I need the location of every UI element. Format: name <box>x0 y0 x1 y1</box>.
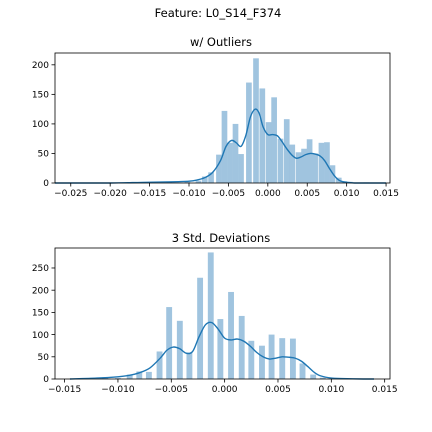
x-tick-label: 0.005 <box>265 385 291 395</box>
histogram-bar <box>238 315 245 379</box>
histogram-bar <box>310 374 317 379</box>
x-tick-label: −0.015 <box>48 385 81 395</box>
histogram-bar <box>289 338 296 379</box>
histogram-bar <box>207 252 214 379</box>
x-tick-label: −0.025 <box>54 189 87 199</box>
y-tick-label: 100 <box>32 331 49 341</box>
y-tick-label: 200 <box>32 286 49 296</box>
y-tick-label: 150 <box>32 91 49 101</box>
histogram-bar <box>232 123 239 183</box>
histogram-bar <box>301 148 307 183</box>
x-tick-label: −0.010 <box>172 189 206 199</box>
x-tick-label: −0.015 <box>133 189 166 199</box>
y-tick-label: 250 <box>32 264 49 274</box>
histogram-bar <box>186 352 193 379</box>
histogram-bar <box>271 97 277 183</box>
histogram-bar <box>289 144 296 183</box>
x-tick-label: 0.000 <box>212 385 238 395</box>
histogram-bar <box>176 320 183 379</box>
y-tick-label: 150 <box>32 309 49 319</box>
axes-frame <box>54 247 391 380</box>
histogram-bars <box>138 58 370 183</box>
figure-suptitle: Feature: L0_S14_F374 <box>155 6 282 20</box>
histogram-bar <box>184 181 191 183</box>
histogram-bar <box>227 142 233 183</box>
chart-panel-outliers: w/ Outliers −0.025 −0.020 −0.015 −0.010 −0.0… <box>32 35 399 199</box>
histogram-bar <box>115 378 121 379</box>
histogram-bar <box>319 377 326 379</box>
histogram-bar <box>238 154 244 183</box>
histogram-bar <box>306 139 313 183</box>
y-axis: 0 50 100 150 200 <box>32 61 55 189</box>
kde-line <box>69 321 374 380</box>
histogram-bar <box>217 319 224 379</box>
histogram-bar <box>126 374 133 379</box>
histogram-bar <box>318 142 325 183</box>
histogram-bars <box>89 252 348 379</box>
histogram-bar <box>166 307 173 379</box>
histogram-bar <box>324 142 330 183</box>
chart-title: w/ Outliers <box>190 35 252 49</box>
histogram-bar <box>145 371 152 379</box>
x-tick-label: −0.020 <box>94 189 128 199</box>
histogram-bar <box>197 277 204 379</box>
y-tick-label: 100 <box>32 120 49 130</box>
x-axis: −0.025 −0.020 −0.015 −0.010 −0.005 0.000 0.005… <box>54 183 399 199</box>
x-tick-label: −0.010 <box>101 385 135 395</box>
histogram-bar <box>299 363 306 379</box>
x-tick-label: 0.010 <box>334 189 360 199</box>
y-tick-label: 0 <box>43 179 49 189</box>
histogram-bar <box>279 338 286 379</box>
histogram-bar <box>216 154 222 183</box>
x-tick-label: 0.005 <box>294 189 320 199</box>
histogram-bar <box>265 122 272 183</box>
histogram-bar <box>277 138 284 183</box>
x-tick-label: −0.005 <box>212 189 245 199</box>
histogram-bar <box>248 340 255 379</box>
histogram-bar <box>259 88 266 183</box>
histogram-bar <box>246 82 252 183</box>
y-tick-label: 50 <box>38 353 50 363</box>
x-tick-label: −0.005 <box>155 385 188 395</box>
x-tick-label: 0.010 <box>318 385 344 395</box>
kde-line <box>55 108 387 184</box>
histogram-bar <box>283 119 290 183</box>
x-tick-label: 0.000 <box>255 189 281 199</box>
histogram-bar <box>312 153 318 183</box>
histogram-bar <box>201 176 208 183</box>
x-tick-label: 0.015 <box>373 189 399 199</box>
histogram-bar <box>221 110 228 183</box>
histogram-bar <box>295 152 302 183</box>
x-axis: −0.015 −0.010 −0.005 0.000 0.005 0.010 0.015 <box>48 379 398 395</box>
histogram-bar <box>253 58 259 183</box>
histogram-bar <box>268 334 275 379</box>
y-tick-label: 200 <box>32 61 49 71</box>
chart-title: 3 Std. Deviations <box>172 231 270 245</box>
histogram-bar <box>136 371 143 379</box>
histogram-bar <box>156 351 163 379</box>
histogram-bar <box>228 291 234 379</box>
histogram-bar <box>259 345 265 379</box>
histogram-bar <box>208 172 214 183</box>
y-tick-label: 50 <box>38 150 50 160</box>
y-axis: 0 50 100 150 200 250 <box>32 264 55 385</box>
y-tick-label: 0 <box>43 375 49 385</box>
chart-panel-3-std: 3 Std. Deviations −0.015 −0.010 −0.005 0.00… <box>32 231 398 395</box>
axes-frame <box>54 52 391 184</box>
x-tick-label: 0.015 <box>372 385 398 395</box>
histogram-bar <box>195 180 202 183</box>
